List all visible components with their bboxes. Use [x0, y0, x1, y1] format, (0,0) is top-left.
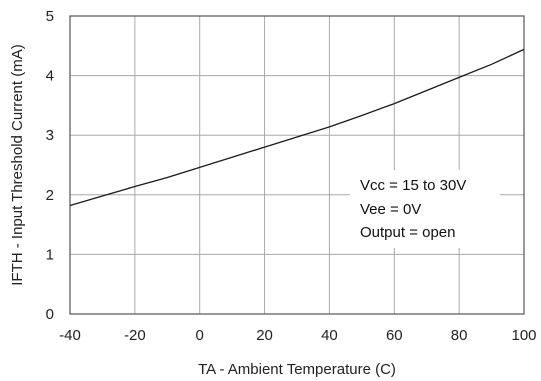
y-tick-label: 0: [46, 306, 54, 323]
y-tick-label: 2: [46, 187, 54, 204]
annotation-box: [350, 170, 500, 248]
series-layer: [69, 48, 525, 207]
annotation-output: Output = open: [360, 224, 456, 241]
plot-frame: [69, 15, 525, 315]
y-tick-label: 1: [46, 246, 54, 263]
x-tick-label: 100: [511, 327, 536, 344]
x-tick-label: 60: [386, 327, 403, 344]
tick-label-layer: -40 -20 0 20 40 60 80 100 0 1 2 3 4 5: [46, 8, 537, 344]
x-tick-label: -20: [124, 327, 146, 344]
x-axis-title: TA - Ambient Temperature (C): [198, 361, 396, 378]
x-tick-label: 0: [196, 327, 204, 344]
y-tick-label: 5: [46, 8, 54, 25]
x-tick-label: 40: [321, 327, 338, 344]
annotation-vcc: Vcc = 15 to 30V: [360, 177, 466, 194]
y-tick-label: 4: [46, 68, 54, 85]
x-tick-label: 20: [256, 327, 273, 344]
annotation-vee: Vee = 0V: [360, 201, 421, 218]
x-tick-label: 80: [451, 327, 468, 344]
y-tick-label: 3: [46, 127, 54, 144]
grid-layer: [70, 16, 524, 314]
series-line: [69, 48, 525, 207]
x-tick-label: -40: [59, 327, 81, 344]
y-axis-title: IFTH - Input Threshold Current (mA): [9, 44, 26, 285]
